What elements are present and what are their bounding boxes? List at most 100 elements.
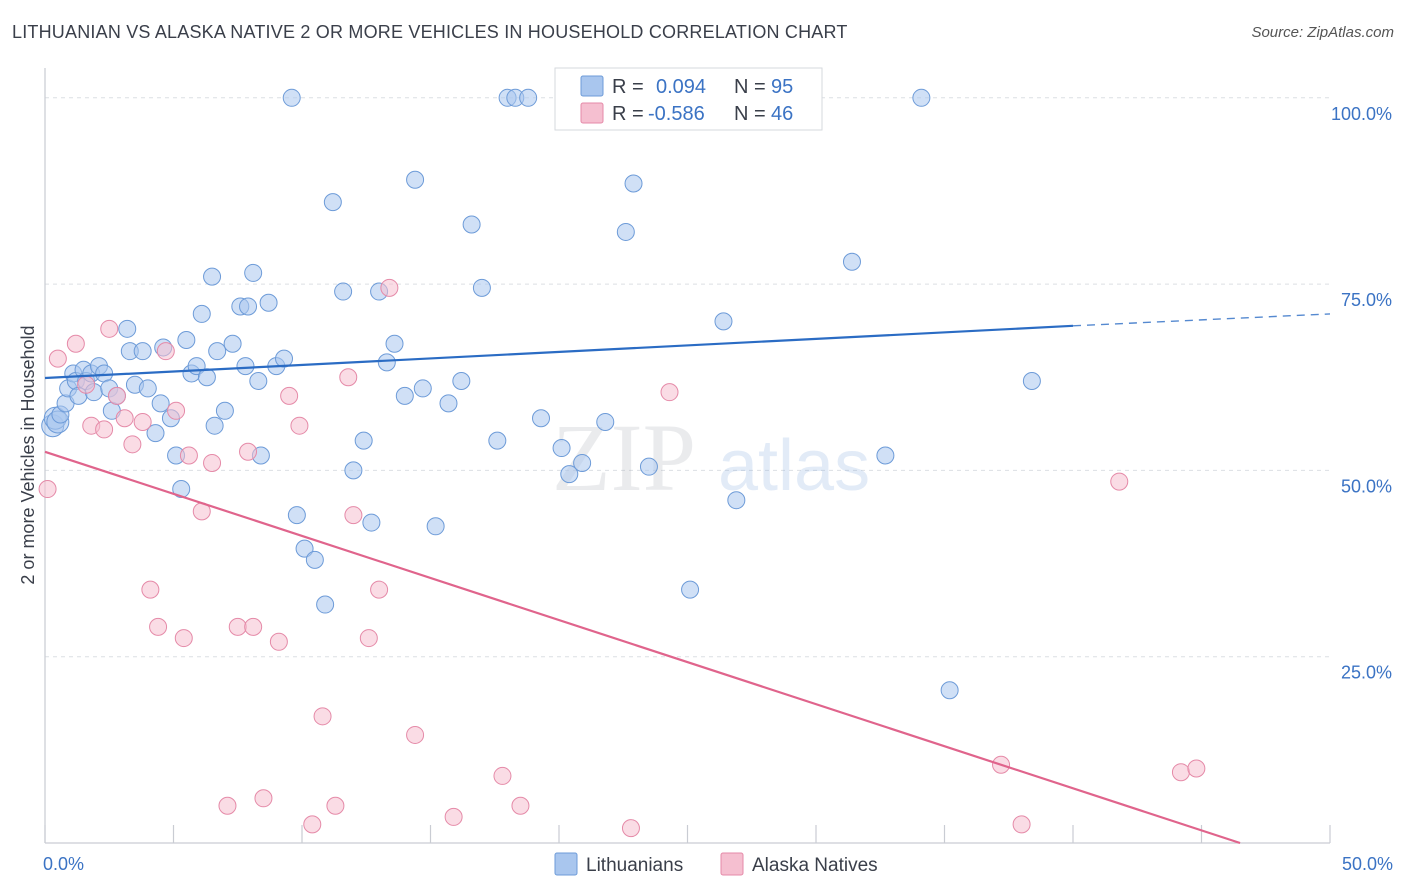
alaska-natives-point	[228, 617, 247, 636]
lithuanians-point	[596, 412, 615, 431]
alaska-natives-point	[239, 442, 258, 461]
lithuanians-point	[334, 282, 353, 301]
x-tick-labels: 0.0% 50.0%	[43, 854, 1393, 874]
alaska-natives-point	[38, 480, 57, 499]
alaska-natives-point	[290, 416, 309, 435]
watermark-atlas: atlas	[718, 426, 870, 506]
lithuanians-point	[287, 506, 306, 525]
lithuanians-point	[552, 439, 571, 458]
lithuanians-point	[377, 353, 396, 372]
alaska-natives-point	[344, 506, 363, 525]
lithuanians-point	[282, 88, 301, 107]
stats-n-value-1: 95	[771, 76, 793, 98]
alaska-natives-point	[141, 580, 160, 599]
lithuanians-point	[344, 461, 363, 480]
lithuanians-point	[197, 368, 216, 387]
lithuanians-point	[560, 465, 579, 484]
lithuanians-point	[138, 379, 157, 398]
chart-source: Source: ZipAtlas.com	[1251, 24, 1394, 41]
alaska-natives-point	[115, 409, 134, 428]
alaska-natives-points	[38, 278, 1206, 838]
alaska-natives-point	[313, 707, 332, 726]
y-tick-label: 50.0%	[1341, 476, 1392, 496]
alaska-natives-point	[621, 819, 640, 838]
lithuanians-point	[714, 312, 733, 331]
stats-r-value-2: -0.586	[648, 103, 705, 125]
alaska-natives-point	[218, 796, 237, 815]
lithuanians-point	[316, 595, 335, 614]
chart-title: LITHUANIAN VS ALASKA NATIVE 2 OR MORE VE…	[12, 22, 848, 42]
lithuanians-point	[244, 263, 263, 282]
alaska-natives-point	[133, 412, 152, 431]
alaska-natives-point	[660, 383, 679, 402]
alaska-natives-point	[406, 725, 425, 744]
y-tick-label: 25.0%	[1341, 663, 1392, 683]
lithuanians-point	[205, 416, 224, 435]
lithuanians-point	[208, 342, 227, 361]
lithuanians-point	[177, 330, 196, 349]
lithuanians-point	[203, 267, 222, 286]
watermark-zip: ZIP	[552, 404, 696, 511]
alaska-natives-trend-line	[44, 450, 1241, 845]
lithuanians-trend-extension	[1072, 313, 1331, 327]
lithuanians-point	[426, 517, 445, 536]
lithuanians-point	[172, 480, 191, 499]
alaska-natives-point	[326, 796, 345, 815]
alaska-natives-point	[167, 401, 186, 420]
lithuanians-points	[41, 88, 1041, 700]
alaska-natives-point	[339, 368, 358, 387]
lithuanians-point	[133, 342, 152, 361]
alaska-natives-point	[493, 766, 512, 785]
alaska-natives-point	[1110, 472, 1129, 491]
lithuanians-point	[151, 394, 170, 413]
lithuanians-point	[912, 88, 931, 107]
y-tick-labels: 25.0% 50.0% 75.0% 100.0%	[1331, 104, 1392, 683]
lithuanians-point	[413, 379, 432, 398]
stats-n-label-1: N =	[734, 76, 766, 98]
lithuanians-point	[362, 513, 381, 532]
lithuanians-point	[118, 319, 137, 338]
lithuanians-point	[236, 357, 255, 376]
stats-r-label-2: R =	[612, 103, 644, 125]
alaska-natives-point	[269, 632, 288, 651]
alaska-natives-point	[174, 629, 193, 648]
grid-lines	[45, 97, 1330, 658]
lithuanians-point	[488, 431, 507, 450]
lithuanians-point	[239, 297, 258, 316]
alaska-natives-point	[1187, 759, 1206, 778]
alaska-natives-point	[107, 386, 126, 405]
alaska-natives-point	[203, 453, 222, 472]
alaska-natives-point	[179, 446, 198, 465]
lithuanians-trend-line	[44, 324, 1074, 380]
alaska-natives-point	[1171, 763, 1190, 782]
alaska-natives-point	[66, 334, 85, 353]
stats-legend: R = 0.094 N = 95 R = -0.586 N = 46	[554, 67, 823, 131]
x-tick-label: 0.0%	[43, 854, 84, 874]
alaska-natives-point	[280, 386, 299, 405]
lithuanians-point	[385, 334, 404, 353]
lithuanians-point	[305, 550, 324, 569]
alaska-natives-point	[359, 629, 378, 648]
alaska-natives-point	[244, 617, 263, 636]
alaska-natives-point	[380, 278, 399, 297]
lithuanians-point	[395, 386, 414, 405]
alaska-natives-point	[254, 789, 273, 808]
stats-r-label-1: R =	[612, 76, 644, 98]
lithuanians-point	[439, 394, 458, 413]
lithuanians-point	[215, 401, 234, 420]
lithuanians-point	[406, 170, 425, 189]
alaska-natives-point	[303, 815, 322, 834]
trend-lines	[44, 313, 1331, 845]
lithuanians-point	[616, 222, 635, 241]
lithuanians-point	[532, 409, 551, 428]
lithuanians-point	[275, 349, 294, 368]
lithuanians-point	[573, 453, 592, 472]
x-tick-marks	[44, 825, 1331, 843]
lithuanians-point	[639, 457, 658, 476]
y-axis-label: 2 or more Vehicles in Household	[18, 325, 38, 584]
lithuanians-point	[1022, 371, 1041, 390]
alaska-natives-point	[511, 796, 530, 815]
lithuanians-point	[472, 278, 491, 297]
legend-swatch-lithuanians	[554, 852, 578, 876]
